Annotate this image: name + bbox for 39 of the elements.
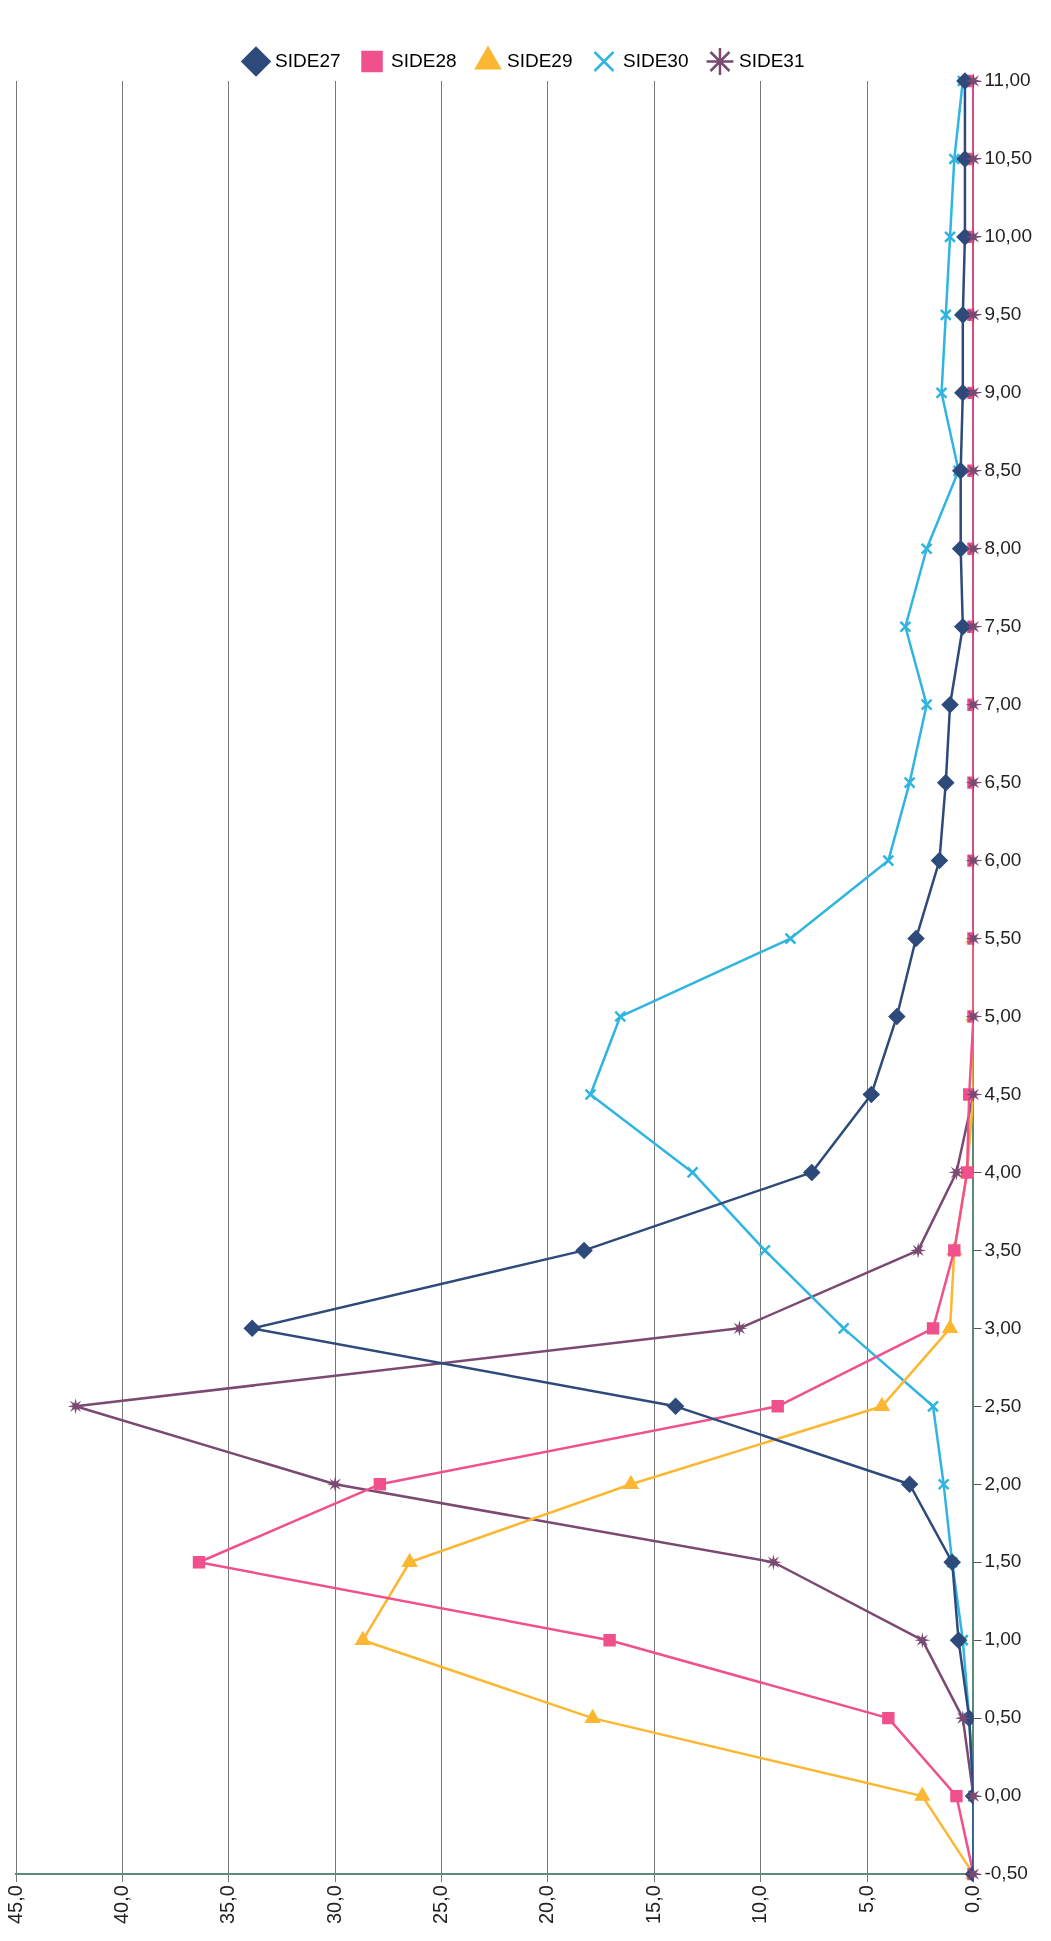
y-tick-label: 1,50: [984, 1550, 1022, 1572]
x-tick-label: 15,0: [641, 1885, 664, 1925]
y-tick-label: 3,00: [984, 1316, 1022, 1338]
y-tick-label: 9,50: [984, 303, 1022, 325]
y-tick-label: 1,00: [984, 1628, 1022, 1650]
y-tick-label: 3,50: [984, 1238, 1022, 1260]
x-tick-label: 45,0: [3, 1885, 26, 1925]
y-tick-label: 0,50: [984, 1706, 1022, 1728]
y-tick-label: 7,00: [984, 692, 1022, 714]
legend-label: SIDE27: [275, 49, 341, 71]
legend-label: SIDE30: [622, 49, 689, 71]
y-tick-label: -0,50: [984, 1862, 1028, 1884]
y-tick-label: 4,00: [984, 1160, 1022, 1182]
y-tick-label: 0,00: [984, 1784, 1022, 1806]
y-tick-label: 7,50: [984, 614, 1022, 636]
x-tick-label: 5,0: [854, 1885, 877, 1913]
y-tick-label: 2,00: [984, 1472, 1022, 1494]
x-tick-label: 10,0: [748, 1885, 771, 1925]
x-tick-label: 40,0: [109, 1885, 132, 1925]
y-tick-label: 6,00: [984, 848, 1022, 870]
y-tick-label: 5,50: [984, 926, 1022, 948]
y-tick-label: 8,50: [984, 459, 1022, 481]
y-tick-label: 2,50: [984, 1394, 1022, 1416]
y-tick-label: 5,00: [984, 1004, 1022, 1026]
y-tick-label: 11,00: [984, 69, 1031, 91]
x-tick-label: 30,0: [322, 1885, 345, 1925]
x-tick-label: 25,0: [429, 1885, 452, 1925]
y-tick-label: 4,50: [984, 1082, 1022, 1104]
y-tick-label: 8,00: [984, 536, 1022, 558]
x-tick-label: 20,0: [535, 1885, 558, 1925]
x-tick-label: 0,0: [960, 1885, 983, 1913]
y-tick-label: 10,00: [984, 225, 1032, 247]
legend-label: SIDE28: [391, 49, 457, 71]
y-tick-label: 6,50: [984, 770, 1022, 792]
legend-label: SIDE29: [507, 49, 573, 71]
y-tick-label: 10,50: [984, 147, 1032, 169]
legend-label: SIDE31: [738, 49, 805, 71]
x-tick-label: 35,0: [216, 1885, 239, 1925]
y-tick-label: 9,00: [984, 381, 1022, 403]
